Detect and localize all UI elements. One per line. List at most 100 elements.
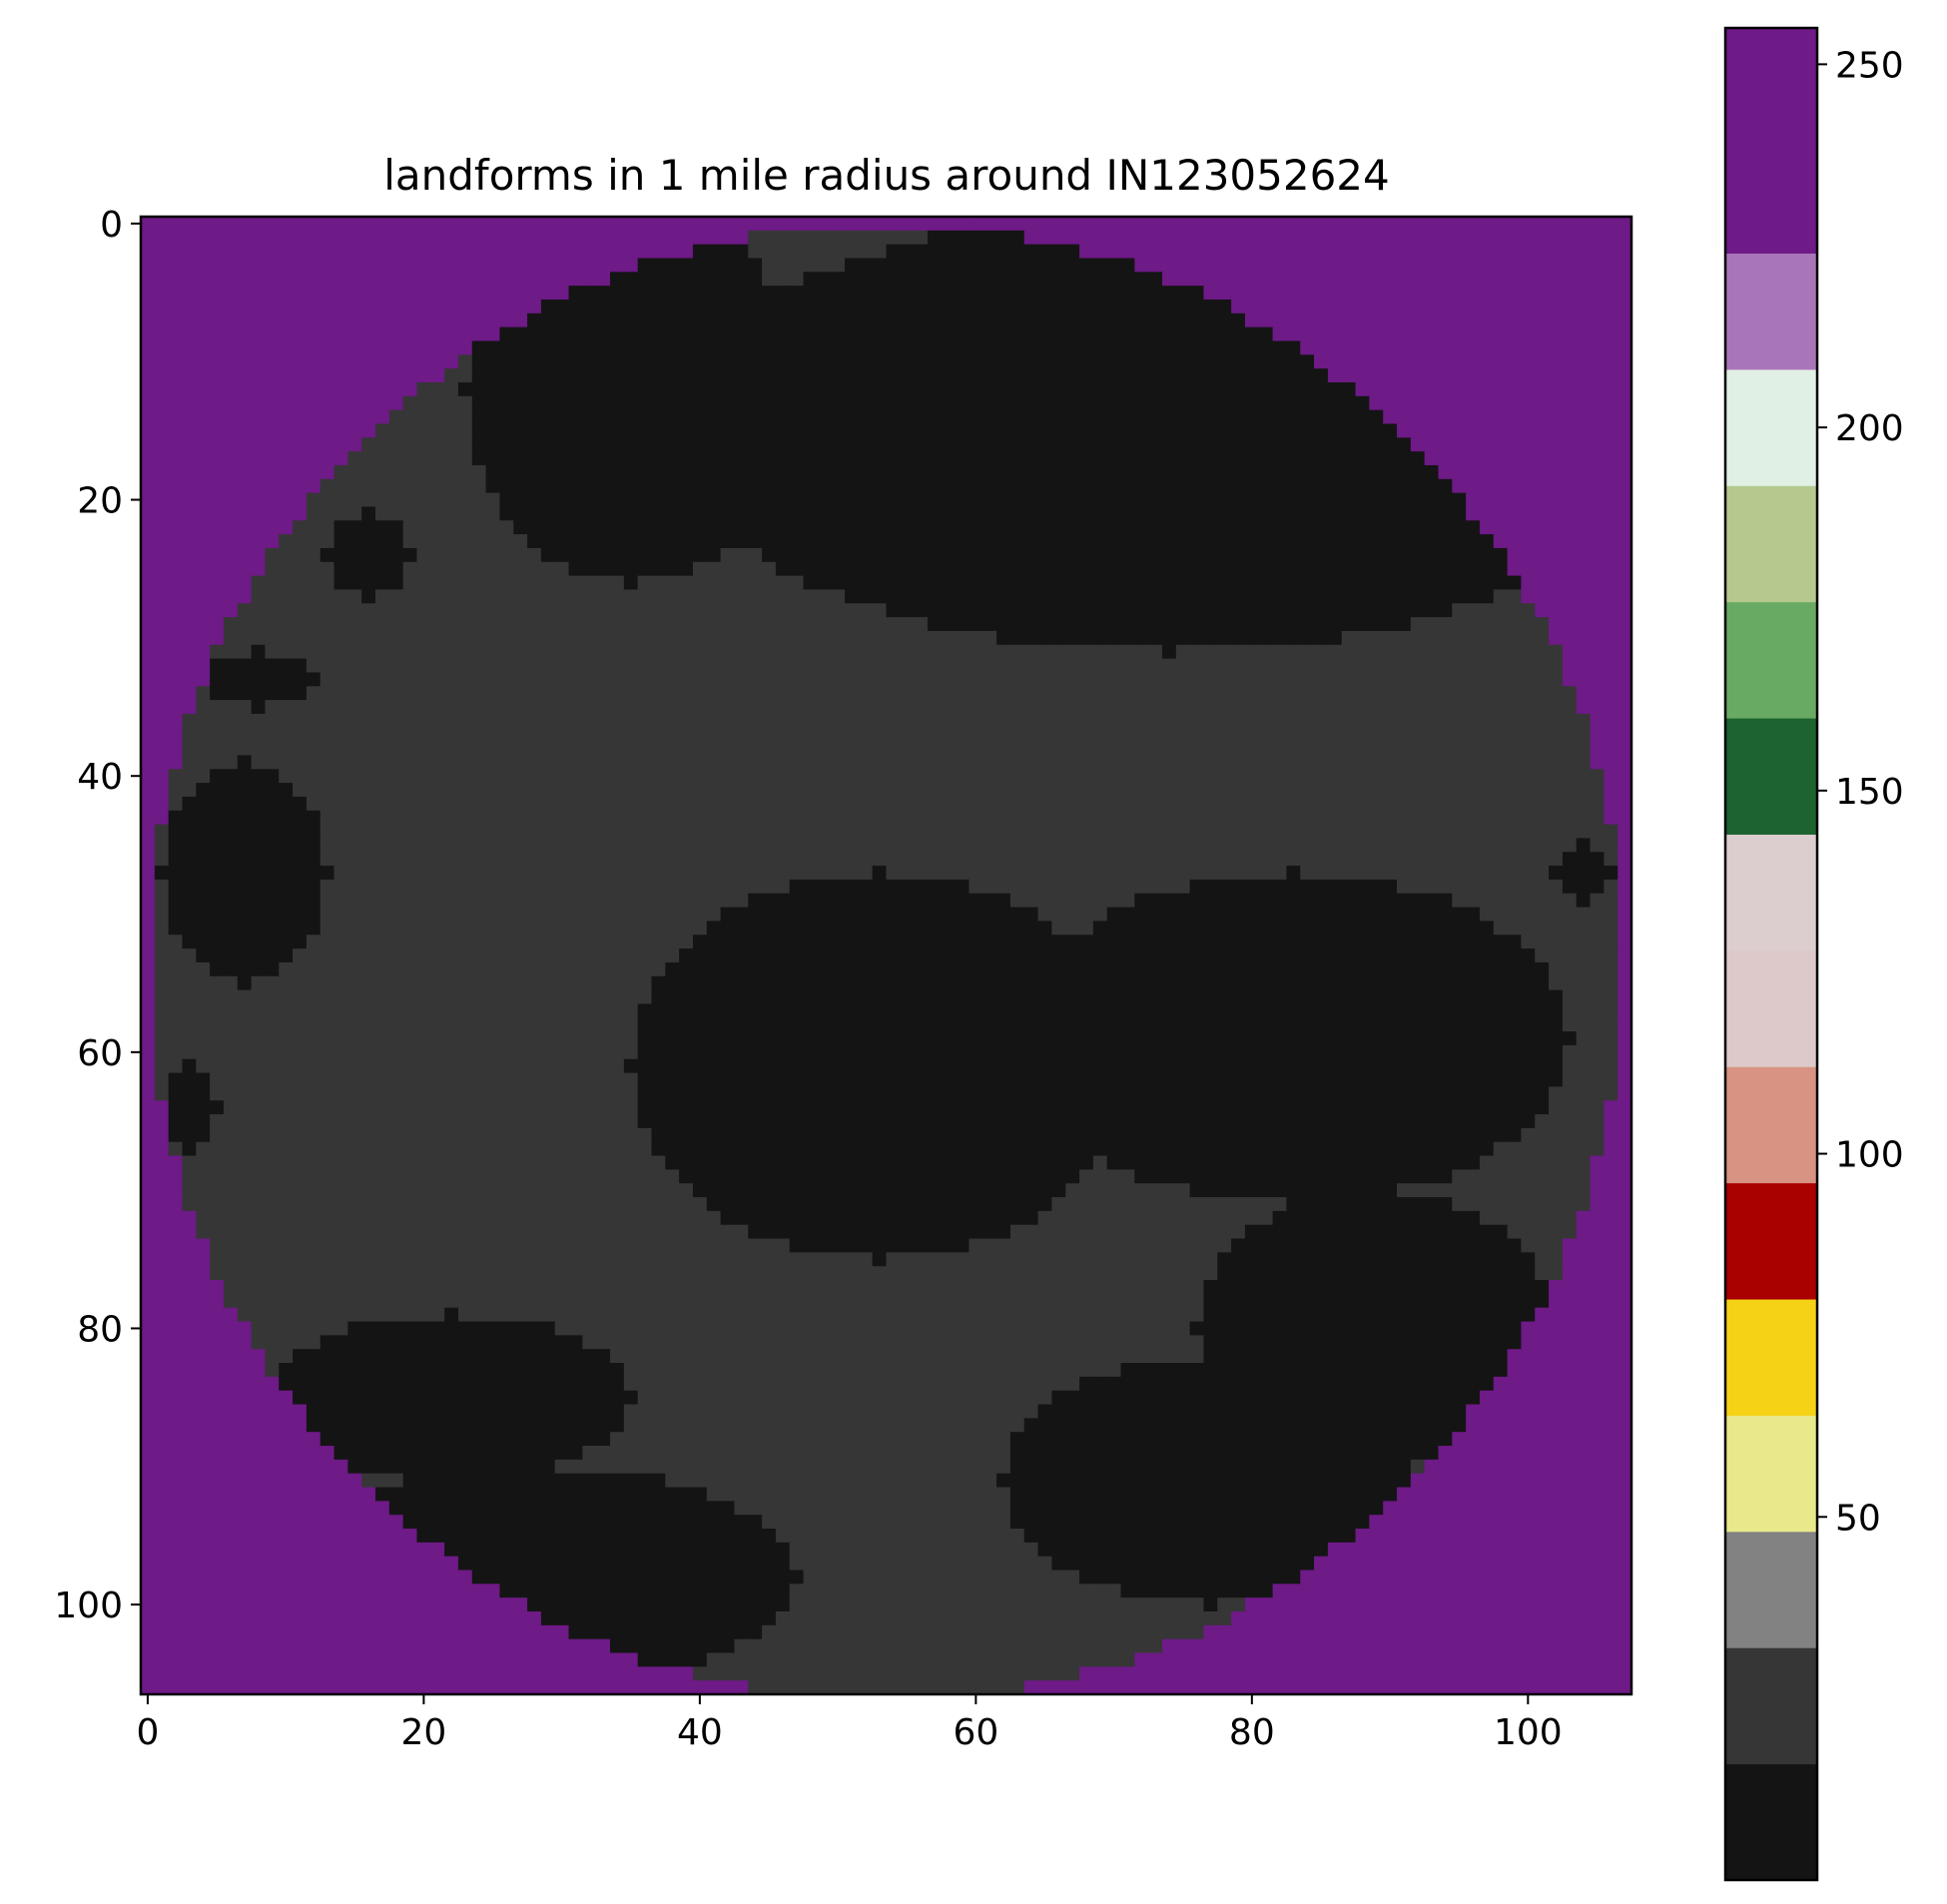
heatmap-cell [720,658,736,674]
heatmap-cell [1355,244,1370,260]
heatmap-cell [775,630,791,646]
heatmap-cell [1521,286,1536,301]
heatmap-cell [237,796,253,812]
heatmap-cell [886,755,901,770]
heatmap-cell [886,741,901,757]
heatmap-cell [1604,464,1619,480]
heatmap-cell [900,478,915,494]
heatmap-cell [1023,506,1039,521]
heatmap-cell [347,824,362,840]
heatmap-cell [1092,630,1108,646]
heatmap-cell [1189,326,1205,342]
heatmap-cell [1258,547,1274,563]
heatmap-cell [444,423,459,438]
heatmap-cell [333,230,348,246]
heatmap-cell [651,589,666,604]
heatmap-cell [706,783,722,798]
heatmap-cell [1203,617,1218,632]
heatmap-cell [251,561,267,577]
heatmap-cell [1037,520,1052,535]
heatmap-cell [333,368,348,383]
heatmap-cell [1079,672,1094,687]
heatmap-cell [706,658,722,674]
heatmap-cell [1120,520,1135,535]
heatmap-cell [679,700,694,715]
heatmap-cell [1466,534,1481,549]
heatmap-cell [969,381,983,397]
heatmap-cell [1479,547,1495,563]
heatmap-cell [1355,534,1370,549]
heatmap-cell [1286,630,1301,646]
heatmap-cell [1327,796,1343,812]
heatmap-cell [762,478,777,494]
heatmap-cell [1466,547,1481,563]
heatmap-cell [734,244,749,260]
heatmap-cell [1106,313,1122,328]
heatmap-cell [527,423,542,438]
heatmap-cell [775,395,791,411]
heatmap-cell [1438,783,1453,798]
heatmap-cell [748,603,763,618]
heatmap-cell [485,603,501,618]
heatmap-cell [471,272,487,287]
heatmap-cell [265,589,280,604]
heatmap-cell [141,423,156,438]
heatmap-cell [444,547,459,563]
heatmap-cell [679,423,694,438]
heatmap-cell [1134,506,1149,521]
heatmap-cell [1396,658,1412,674]
heatmap-cell [762,395,777,411]
heatmap-cell [720,506,736,521]
heatmap-cell [858,409,874,425]
heatmap-cell [168,824,184,840]
heatmap-cell [265,547,280,563]
heatmap-cell [416,603,431,618]
heatmap-cell [817,286,832,301]
heatmap-cell [1258,796,1274,812]
heatmap-cell [872,727,888,743]
heatmap-cell [996,727,1011,743]
heatmap-cell [706,464,722,480]
heatmap-cell [927,423,943,438]
heatmap-cell [182,603,197,618]
heatmap-cell [762,244,777,260]
heatmap-cell [1092,603,1108,618]
heatmap-cell [168,272,184,287]
heatmap-cell [361,534,376,549]
heatmap-cell [1590,244,1605,260]
heatmap-cell [1341,534,1357,549]
heatmap-cell [927,741,943,757]
heatmap-cell [279,423,294,438]
heatmap-cell [637,561,653,577]
heatmap-cell [1549,617,1564,632]
heatmap-cell [623,409,639,425]
heatmap-cell [1037,272,1052,287]
heatmap-cell [1466,603,1481,618]
heatmap-cell [1286,423,1301,438]
heatmap-cell [279,409,294,425]
heatmap-cell [1065,395,1080,411]
heatmap-cell [775,286,791,301]
heatmap-cell [1272,755,1287,770]
heatmap-cell [1300,783,1315,798]
heatmap-cell [1244,561,1260,577]
heatmap-cell [210,534,225,549]
heatmap-cell [969,741,983,757]
heatmap-cell [665,409,680,425]
heatmap-cell [347,354,362,369]
heatmap-cell [1355,437,1370,452]
heatmap-cell [1604,713,1619,729]
heatmap-cell [513,727,528,743]
heatmap-cell [1065,381,1080,397]
heatmap-cell [982,713,997,729]
heatmap-cell [886,810,901,826]
heatmap-cell [845,672,860,687]
heatmap-cell [706,617,722,632]
heatmap-cell [955,313,971,328]
heatmap-cell [1424,534,1440,549]
heatmap-cell [651,299,666,315]
heatmap-cell [775,547,791,563]
heatmap-cell [762,520,777,535]
heatmap-cell [141,313,156,328]
heatmap-cell [471,630,487,646]
